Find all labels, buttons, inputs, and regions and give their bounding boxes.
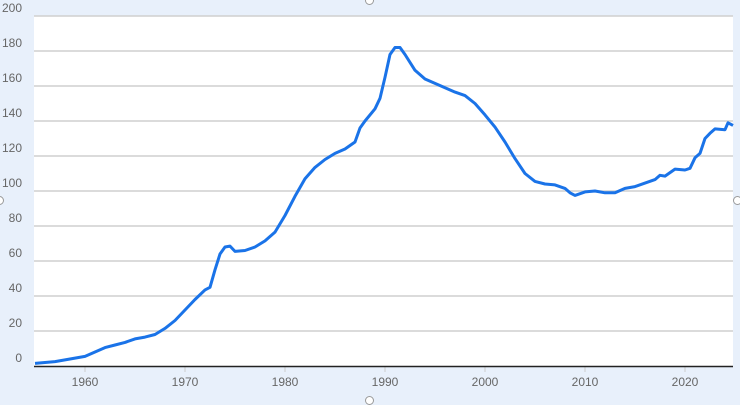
y-tick-label: 140 [2,106,22,120]
x-tick-label: 2010 [572,375,599,389]
x-tick-label: 1980 [272,375,299,389]
y-tick-label: 80 [9,211,23,225]
x-tick-label: 2020 [672,375,699,389]
series-line [34,46,734,365]
y-tick-label: 120 [2,141,22,155]
y-tick-label: 20 [9,316,23,330]
resize-handle-bottom[interactable] [365,396,374,405]
x-tick-label: 1990 [372,375,399,389]
resize-handle-right[interactable] [733,196,740,205]
y-tick-label: 160 [2,71,22,85]
x-tick-label: 1970 [172,375,199,389]
y-tick-label: 200 [2,1,22,15]
y-tick-label: 0 [15,351,22,365]
x-tick-label: 1960 [72,375,99,389]
y-tick-label: 60 [9,246,23,260]
resize-handle-top[interactable] [365,0,374,5]
y-tick-label: 40 [9,281,23,295]
x-tick-label: 2000 [472,375,499,389]
y-tick-label: 100 [2,176,22,190]
y-tick-label: 180 [2,36,22,50]
